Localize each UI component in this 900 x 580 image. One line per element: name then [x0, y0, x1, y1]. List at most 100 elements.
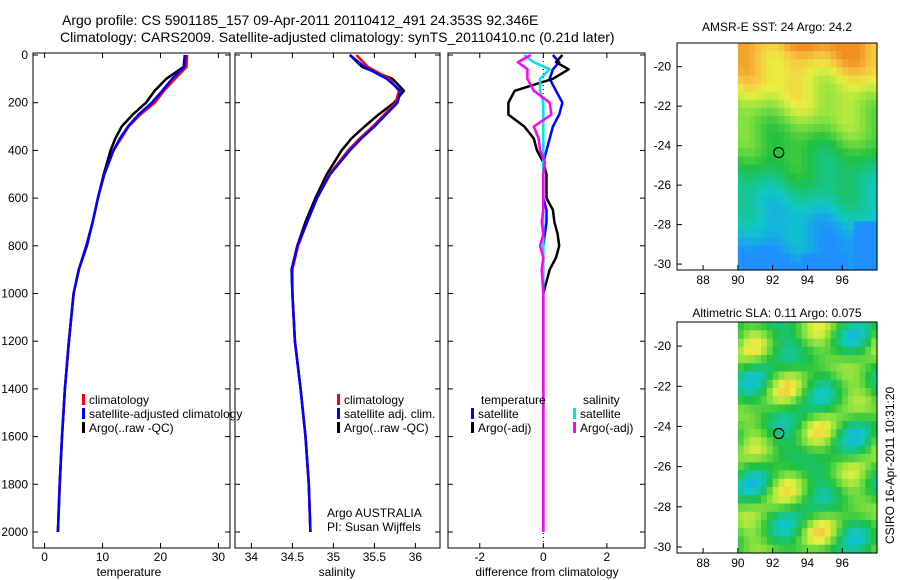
map-cell: [766, 237, 774, 247]
map-cell: [813, 107, 820, 117]
map-cell: [743, 404, 751, 414]
map-cell: [749, 445, 756, 455]
map-cell: [755, 371, 762, 381]
map-cell: [836, 379, 843, 389]
map-cell: [772, 379, 780, 389]
map-cell: [859, 140, 867, 149]
map-cell: [871, 421, 878, 430]
map-cell: [813, 503, 820, 513]
map-cell: [737, 156, 745, 166]
map-cell: [807, 346, 814, 356]
map-cell: [830, 83, 838, 93]
map-cell: [749, 229, 756, 239]
map-cell: [790, 462, 797, 472]
map-cell: [784, 221, 791, 231]
map-cell: [790, 503, 797, 513]
map-cell: [755, 213, 762, 222]
map-cell: [813, 404, 820, 414]
map-cell: [766, 107, 774, 117]
map-cell: [842, 412, 849, 422]
map-cell: [772, 156, 780, 166]
map-cell: [824, 322, 832, 331]
map-cell: [859, 338, 867, 348]
map-cell: [790, 429, 797, 439]
map-cell: [859, 511, 867, 521]
map-cell: [842, 197, 849, 206]
map-cell: [784, 51, 791, 60]
map-cell: [830, 237, 838, 247]
map-cell: [871, 445, 878, 455]
map-cell: [749, 355, 756, 364]
map-cell: [778, 75, 785, 85]
map-cell: [790, 495, 797, 505]
legend-group-title: salinity: [583, 393, 620, 407]
depth-tick-label: 1600: [1, 430, 28, 444]
map-cell: [784, 388, 791, 397]
map-cell: [865, 188, 872, 198]
map-cell: [761, 180, 768, 190]
map-cell: [743, 338, 751, 348]
map-cell: [743, 478, 751, 488]
map-cell: [848, 83, 855, 93]
map-cell: [772, 520, 780, 529]
map-cell: [824, 156, 832, 166]
map-cell: [830, 544, 838, 554]
map-cell: [830, 478, 838, 488]
map-cell: [795, 188, 803, 198]
map-cell: [801, 338, 809, 348]
map-cell: [790, 51, 797, 60]
map-cell: [749, 188, 756, 198]
x-tick-label: 20: [154, 550, 168, 564]
map-cell: [848, 511, 855, 521]
map-cell: [848, 245, 855, 255]
map-cell: [865, 164, 872, 174]
map-cell: [853, 205, 861, 214]
x-tick-label: 10: [96, 550, 110, 564]
map-cell: [772, 59, 780, 68]
legend-group-title: temperature: [481, 393, 546, 407]
argo-location-marker: [773, 146, 785, 159]
map-cell: [813, 229, 820, 239]
map-cell: [795, 180, 803, 190]
map-x-tick-label: 94: [801, 556, 815, 570]
map-cell: [824, 51, 832, 60]
map-cell: [795, 437, 803, 447]
legend-item: climatology: [89, 393, 149, 407]
map-cell: [842, 429, 849, 439]
map-cell: [871, 371, 878, 381]
map-cell: [801, 180, 809, 190]
map-cell: [830, 412, 838, 422]
map-cell: [790, 205, 797, 214]
map-cell: [743, 253, 751, 263]
map-cell: [824, 261, 832, 271]
map-cell: [761, 75, 768, 85]
map-cell: [842, 51, 849, 60]
map-cell: [755, 421, 762, 430]
map-cell: [743, 229, 751, 239]
map-cell: [848, 379, 855, 389]
map-cell: [755, 75, 762, 85]
map-cell: [865, 388, 872, 397]
map-cell: [784, 83, 791, 93]
map-cell: [772, 528, 780, 538]
map-cell: [743, 396, 751, 406]
map-cell: [772, 330, 780, 340]
map-cell: [795, 140, 803, 149]
map-cell: [842, 180, 849, 190]
map-cell: [824, 421, 832, 430]
map-cell: [871, 363, 878, 373]
map-cell: [778, 322, 785, 331]
map-cell: [737, 503, 745, 513]
map-cell: [865, 59, 872, 68]
map-cell: [772, 205, 780, 214]
map-cell: [848, 188, 855, 198]
profile-title: Argo profile: CS 5901185_157 09-Apr-2011…: [62, 12, 539, 28]
map-cell: [865, 213, 872, 222]
map-cell: [859, 83, 867, 93]
map-cell: [778, 470, 785, 480]
map-cell: [836, 544, 843, 554]
map-cell: [778, 478, 785, 488]
map-cell: [761, 338, 768, 348]
map-cell: [824, 43, 832, 52]
